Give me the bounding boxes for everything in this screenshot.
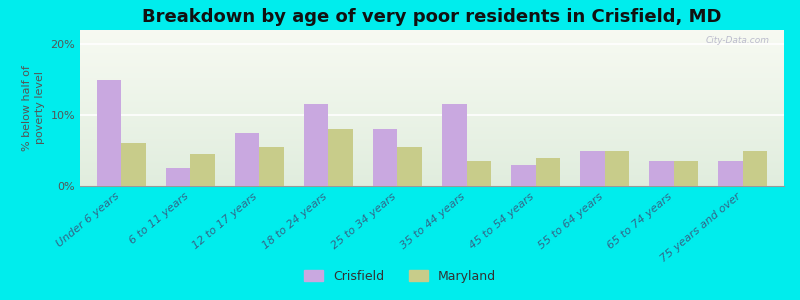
Bar <box>259 147 284 186</box>
Title: Breakdown by age of very poor residents in Crisfield, MD: Breakdown by age of very poor residents … <box>142 8 722 26</box>
Bar <box>398 147 422 186</box>
Bar <box>535 158 560 186</box>
Bar <box>650 161 674 186</box>
Bar <box>304 104 329 186</box>
Bar <box>98 80 122 186</box>
Bar <box>235 133 259 186</box>
Bar <box>374 129 398 186</box>
Bar <box>166 168 190 186</box>
Bar <box>190 154 214 186</box>
Y-axis label: % below half of
poverty level: % below half of poverty level <box>22 65 45 151</box>
Bar <box>466 161 490 186</box>
Bar <box>442 104 466 186</box>
Bar <box>511 165 535 186</box>
Bar <box>742 151 766 186</box>
Bar <box>718 161 742 186</box>
Bar <box>580 151 605 186</box>
Bar <box>605 151 629 186</box>
Legend: Crisfield, Maryland: Crisfield, Maryland <box>299 265 501 288</box>
Bar <box>329 129 353 186</box>
Bar <box>674 161 698 186</box>
Text: City-Data.com: City-Data.com <box>706 36 770 45</box>
Bar <box>122 143 146 186</box>
